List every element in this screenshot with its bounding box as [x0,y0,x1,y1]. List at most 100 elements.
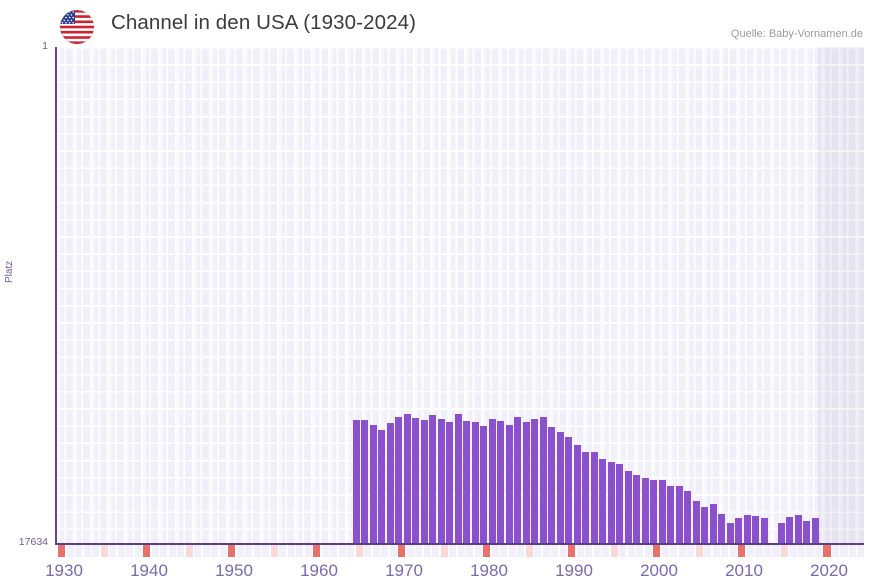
x-tick-cell [491,545,499,557]
x-tick-cell [313,545,321,557]
x-tick-cell [100,545,108,557]
x-tick-cell [806,545,814,557]
bar[interactable] [633,474,641,544]
x-tick-cell [398,545,406,557]
bar[interactable] [607,462,615,544]
bar[interactable] [505,424,513,544]
bar[interactable] [403,414,411,544]
bar[interactable] [786,516,794,544]
x-tick-cell [126,545,134,557]
x-tick-label: 1970 [385,561,423,580]
x-tick-cell [636,545,644,557]
x-tick-cell [568,545,576,557]
x-tick-cell [117,545,125,557]
bar[interactable] [361,420,369,544]
bar[interactable] [412,418,420,544]
x-tick-cell [780,545,789,557]
bar[interactable] [752,516,760,544]
bar[interactable] [531,419,539,544]
bar[interactable] [454,413,462,544]
x-tick-cell [304,545,312,557]
bar[interactable] [658,480,666,544]
bar[interactable] [811,518,819,544]
bar[interactable] [429,414,437,544]
bar[interactable] [565,437,573,544]
x-tick-cell [517,545,525,557]
y-axis-line [55,47,57,544]
bar[interactable] [803,521,811,544]
bar[interactable] [497,421,505,544]
bar[interactable] [675,486,683,544]
bar[interactable] [446,422,454,544]
bar[interactable] [701,506,709,544]
bar[interactable] [352,420,360,544]
bar[interactable] [369,424,377,544]
bar[interactable] [395,416,403,544]
x-tick-cell [330,545,338,557]
bar-series [56,47,864,544]
x-tick-label: 2020 [810,561,848,580]
bar[interactable] [760,518,768,544]
x-tick-cell [797,545,806,557]
bar[interactable] [599,459,607,544]
x-tick-cell [185,545,193,557]
x-tick-cell [593,545,601,557]
x-tick-cell [848,545,857,557]
bar[interactable] [718,513,726,544]
bar[interactable] [463,420,471,544]
bar[interactable] [650,479,658,544]
bar[interactable] [590,452,598,544]
bar[interactable] [548,426,556,544]
bar[interactable] [522,421,530,544]
bar[interactable] [573,444,581,544]
bar[interactable] [777,522,785,544]
bar[interactable] [420,419,428,544]
x-tick-cell [576,545,584,557]
bar[interactable] [480,425,488,544]
x-tick-cell [440,545,448,557]
bar[interactable] [692,500,700,544]
x-tick-cell [457,545,465,557]
bar[interactable] [667,485,675,544]
x-tick-label: 1950 [215,561,253,580]
x-tick-cell [287,545,295,557]
bar[interactable] [437,418,445,544]
bar[interactable] [386,422,394,544]
bar[interactable] [794,514,802,544]
x-tick-cell [245,545,253,557]
bar[interactable] [616,464,624,544]
x-tick-cell [746,545,754,557]
x-tick-cell [721,545,729,557]
bar[interactable] [471,421,479,544]
x-tick-label: 2000 [640,561,678,580]
x-axis-line [55,543,864,545]
x-tick-cell [823,545,831,557]
bar[interactable] [684,491,692,544]
x-tick-cell [338,545,346,557]
x-tick-cell [678,545,686,557]
bar[interactable] [726,523,734,544]
bar[interactable] [641,478,649,544]
x-tick-cell [644,545,652,557]
x-tick-cell [551,545,559,557]
x-tick-cell [738,545,746,557]
bar[interactable] [709,503,717,544]
bar[interactable] [378,429,386,544]
x-tick-cell [177,545,185,557]
bar[interactable] [488,419,496,544]
chart-title: Channel in den USA (1930-2024) [111,11,417,34]
x-tick-cell [627,545,635,557]
bar[interactable] [514,417,522,544]
x-tick-label: 1930 [45,561,83,580]
y-axis-title: Platz [4,260,15,283]
x-tick-cell [704,545,712,557]
bar[interactable] [556,431,564,544]
x-tick-cell [364,545,372,557]
bar[interactable] [735,518,743,544]
bar[interactable] [743,514,751,544]
bar[interactable] [582,451,590,544]
bar[interactable] [624,470,632,544]
bar[interactable] [539,416,547,544]
x-tick-cell [296,545,304,557]
x-tick-cell [66,545,74,557]
